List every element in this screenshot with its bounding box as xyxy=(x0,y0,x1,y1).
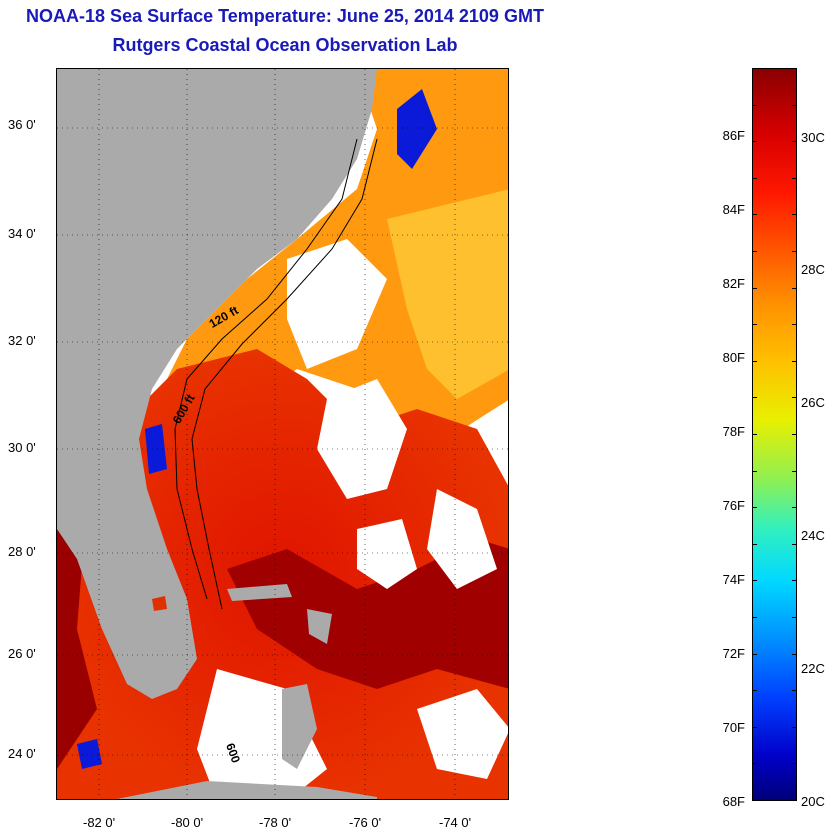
colorbar-tick xyxy=(792,104,797,106)
colorbar-tick xyxy=(752,397,757,399)
colorbar-tick xyxy=(752,360,757,362)
lat-label-32: 32 0' xyxy=(8,333,36,348)
colorbar-f-76: 76F xyxy=(722,498,745,513)
lat-label-24: 24 0' xyxy=(8,746,36,761)
colorbar-f-68: 68F xyxy=(722,794,745,809)
colorbar-tick xyxy=(792,800,797,801)
land-cuba xyxy=(117,781,377,799)
colorbar-tick xyxy=(792,141,797,143)
colorbar-tick xyxy=(792,214,797,216)
colorbar-tick xyxy=(752,470,757,472)
lon-label-76: -76 0' xyxy=(349,815,382,830)
colorbar-tick xyxy=(752,580,757,582)
colorbar-tick xyxy=(792,397,797,399)
colorbar-c-26: 26C xyxy=(801,395,825,410)
sst-map[interactable] xyxy=(56,68,509,800)
colorbar-tick xyxy=(752,141,757,143)
colorbar-tick xyxy=(792,653,797,655)
colorbar-tick xyxy=(792,287,797,289)
colorbar-f-72: 72F xyxy=(722,646,745,661)
cold-upwelling-florida xyxy=(145,424,167,474)
colorbar-c-28: 28C xyxy=(801,262,825,277)
colorbar-tick xyxy=(752,177,757,179)
colorbar-tick xyxy=(792,434,797,435)
graticule xyxy=(57,69,508,799)
colorbar-tick xyxy=(792,507,797,509)
cold-upwelling-north xyxy=(397,89,437,169)
lat-label-34: 34 0' xyxy=(8,226,36,241)
colorbar-tick xyxy=(752,507,757,509)
colorbar-f-80: 80F xyxy=(722,350,745,365)
cold-patch-keys xyxy=(77,739,102,769)
colorbar-f-78: 78F xyxy=(722,424,745,439)
lon-label-78: -78 0' xyxy=(259,815,292,830)
colorbar-tick xyxy=(752,68,757,69)
isobath-120ft xyxy=(174,138,358,600)
colorbar-tick xyxy=(752,434,757,435)
land-bahamas-abaco xyxy=(307,609,332,644)
ocean-darkred-gulfstream xyxy=(227,539,508,689)
colorbar-f-74: 74F xyxy=(722,572,745,587)
title-line-1: NOAA-18 Sea Surface Temperature: June 25… xyxy=(26,6,544,26)
colorbar-tick xyxy=(752,104,757,106)
land-mass xyxy=(57,69,377,699)
colorbar-tick xyxy=(752,800,757,801)
ocean-darkred-gulf xyxy=(57,489,97,769)
lat-label-36: 36 0' xyxy=(8,117,36,132)
lat-label-28: 28 0' xyxy=(8,544,36,559)
land-bahamas-grand xyxy=(227,584,292,601)
lat-label-30: 30 0' xyxy=(8,440,36,455)
lat-label-26: 26 0' xyxy=(8,646,36,661)
colorbar-tick xyxy=(792,177,797,179)
colorbar-tick xyxy=(752,287,757,289)
colorbar-tick xyxy=(792,470,797,472)
temperature-colorbar xyxy=(752,68,797,801)
colorbar-c-22: 22C xyxy=(801,661,825,676)
cloud-patch-3 xyxy=(357,519,417,589)
colorbar-tick xyxy=(792,726,797,728)
lon-label-82: -82 0' xyxy=(83,815,116,830)
colorbar-tick xyxy=(792,324,797,326)
colorbar-tick xyxy=(792,763,797,765)
colorbar-tick xyxy=(752,763,757,765)
colorbar-tick xyxy=(752,726,757,728)
isobath-600ft xyxy=(191,138,378,610)
colorbar-tick xyxy=(792,543,797,545)
lon-label-80: -80 0' xyxy=(171,815,204,830)
title-line-2: Rutgers Coastal Ocean Observation Lab xyxy=(112,35,458,55)
colorbar-f-86: 86F xyxy=(722,128,745,143)
colorbar-tick xyxy=(792,251,797,252)
colorbar-tick xyxy=(792,360,797,362)
colorbar-tick xyxy=(752,324,757,326)
colorbar-tick xyxy=(792,690,797,692)
colorbar-tick xyxy=(792,617,797,618)
land-bahamas-andros xyxy=(282,684,317,769)
colorbar-tick xyxy=(752,690,757,692)
colorbar-c-20: 20C xyxy=(801,794,825,809)
cloud-patch-2 xyxy=(317,379,407,499)
colorbar-f-82: 82F xyxy=(722,276,745,291)
colorbar-tick xyxy=(792,580,797,582)
colorbar-c-24: 24C xyxy=(801,528,825,543)
colorbar-tick xyxy=(752,653,757,655)
lon-label-74: -74 0' xyxy=(439,815,472,830)
cloud-patch-6 xyxy=(417,689,508,779)
colorbar-f-70: 70F xyxy=(722,720,745,735)
ocean-yellow-offshore xyxy=(387,189,508,399)
colorbar-c-30: 30C xyxy=(801,130,825,145)
colorbar-tick xyxy=(792,68,797,69)
colorbar-tick xyxy=(752,617,757,618)
colorbar-tick xyxy=(752,251,757,252)
lake-okeechobee xyxy=(152,596,167,611)
cloud-patch-5 xyxy=(427,489,497,589)
colorbar-tick xyxy=(752,214,757,216)
colorbar-tick xyxy=(752,543,757,545)
colorbar-f-84: 84F xyxy=(722,202,745,217)
